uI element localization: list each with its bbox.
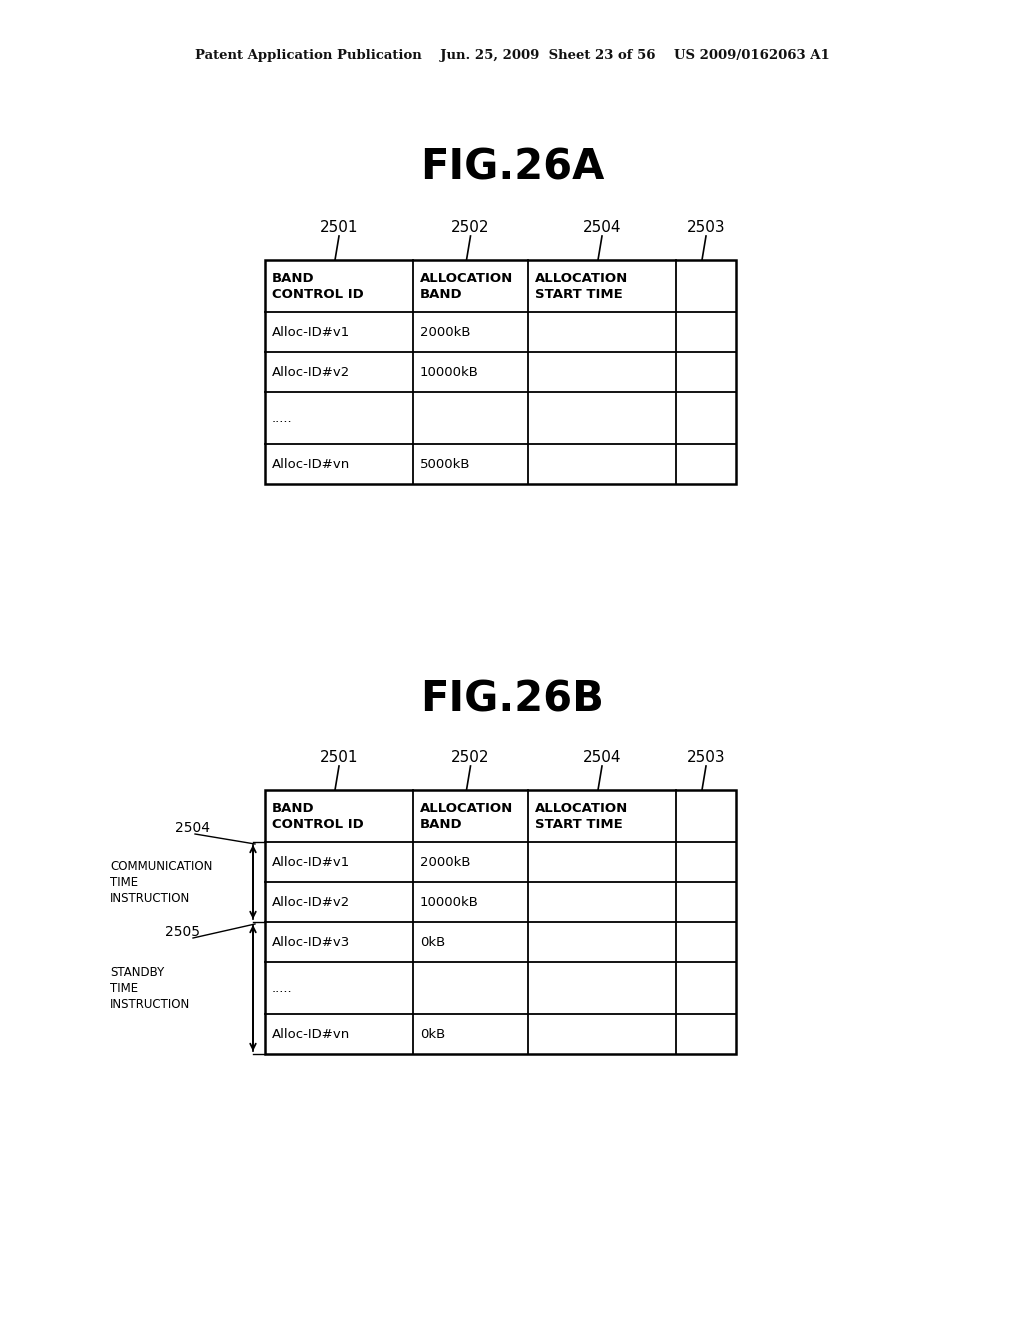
Text: Alloc-ID#v3: Alloc-ID#v3: [272, 936, 350, 949]
Text: 2000kB: 2000kB: [420, 326, 470, 338]
Text: 0kB: 0kB: [420, 936, 445, 949]
Text: Alloc-ID#v2: Alloc-ID#v2: [272, 366, 350, 379]
Text: .....: .....: [272, 412, 293, 425]
Text: 10000kB: 10000kB: [420, 895, 479, 908]
Text: BAND
CONTROL ID: BAND CONTROL ID: [272, 801, 364, 830]
Text: 2501: 2501: [319, 220, 358, 235]
Text: ALLOCATION
BAND: ALLOCATION BAND: [420, 272, 513, 301]
Text: 2504: 2504: [583, 751, 622, 766]
Text: STANDBY
TIME
INSTRUCTION: STANDBY TIME INSTRUCTION: [110, 965, 190, 1011]
Text: Alloc-ID#v1: Alloc-ID#v1: [272, 855, 350, 869]
Text: 2504: 2504: [175, 821, 210, 836]
Text: 2502: 2502: [452, 220, 489, 235]
Text: 2503: 2503: [687, 220, 725, 235]
Text: ALLOCATION
START TIME: ALLOCATION START TIME: [535, 801, 629, 830]
Bar: [265, 789, 736, 1053]
Text: 2503: 2503: [687, 751, 725, 766]
Text: 2505: 2505: [165, 925, 200, 939]
Text: 0kB: 0kB: [420, 1027, 445, 1040]
Text: Alloc-ID#v1: Alloc-ID#v1: [272, 326, 350, 338]
Text: Alloc-ID#v2: Alloc-ID#v2: [272, 895, 350, 908]
Text: COMMUNICATION
TIME
INSTRUCTION: COMMUNICATION TIME INSTRUCTION: [110, 859, 212, 904]
Text: Alloc-ID#vn: Alloc-ID#vn: [272, 458, 350, 470]
Bar: [265, 260, 736, 484]
Text: 2501: 2501: [319, 751, 358, 766]
Text: 10000kB: 10000kB: [420, 366, 479, 379]
Text: .....: .....: [272, 982, 293, 994]
Text: ALLOCATION
BAND: ALLOCATION BAND: [420, 801, 513, 830]
Text: ALLOCATION
START TIME: ALLOCATION START TIME: [535, 272, 629, 301]
Text: Alloc-ID#vn: Alloc-ID#vn: [272, 1027, 350, 1040]
Text: Patent Application Publication    Jun. 25, 2009  Sheet 23 of 56    US 2009/01620: Patent Application Publication Jun. 25, …: [195, 49, 829, 62]
Text: FIG.26A: FIG.26A: [420, 147, 604, 189]
Text: 2000kB: 2000kB: [420, 855, 470, 869]
Text: FIG.26B: FIG.26B: [420, 678, 604, 721]
Text: 2502: 2502: [452, 751, 489, 766]
Text: 2504: 2504: [583, 220, 622, 235]
Text: BAND
CONTROL ID: BAND CONTROL ID: [272, 272, 364, 301]
Text: 5000kB: 5000kB: [420, 458, 470, 470]
